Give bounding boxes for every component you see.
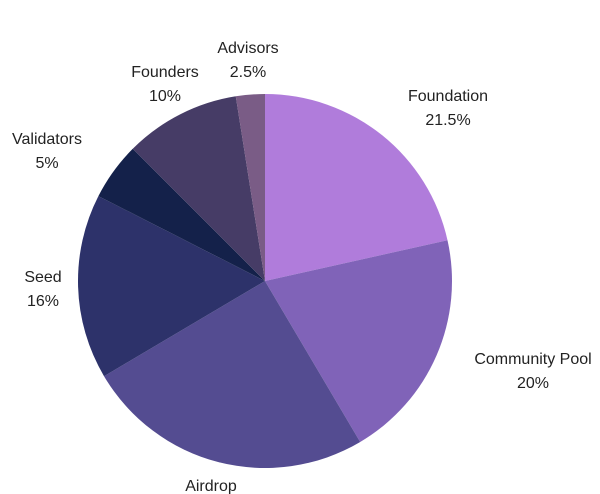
slice-percent-validators: 5% — [35, 155, 58, 172]
slice-label-validators: Validators — [12, 131, 82, 148]
pie-slice-community-pool — [265, 240, 453, 442]
pie-slice-seed — [77, 196, 265, 377]
pie-labels: Foundation 21.5% Community Pool 20% Airdrop S… — [12, 40, 592, 494]
slice-percent-founders: 10% — [149, 88, 181, 105]
pie-slice-founders — [132, 96, 265, 281]
slice-label-seed: Seed — [24, 269, 61, 286]
slice-label-foundation: Foundation — [408, 88, 488, 105]
pie-slice-advisors — [235, 94, 265, 281]
slice-percent-advisors: 2.5% — [230, 64, 266, 81]
pie-slice-foundation — [265, 94, 448, 281]
slice-label-founders: Founders — [131, 64, 199, 81]
slice-percent-community-pool: 20% — [517, 375, 549, 392]
slice-percent-seed: 16% — [27, 293, 59, 310]
slice-percent-foundation: 21.5% — [425, 112, 470, 129]
pie-slices — [77, 94, 453, 469]
pie-slice-airdrop — [104, 281, 361, 469]
slice-label-airdrop: Airdrop — [185, 478, 237, 494]
pie-slice-validators — [98, 148, 265, 281]
slice-label-community-pool: Community Pool — [474, 351, 591, 368]
slice-label-advisors: Advisors — [217, 40, 278, 57]
